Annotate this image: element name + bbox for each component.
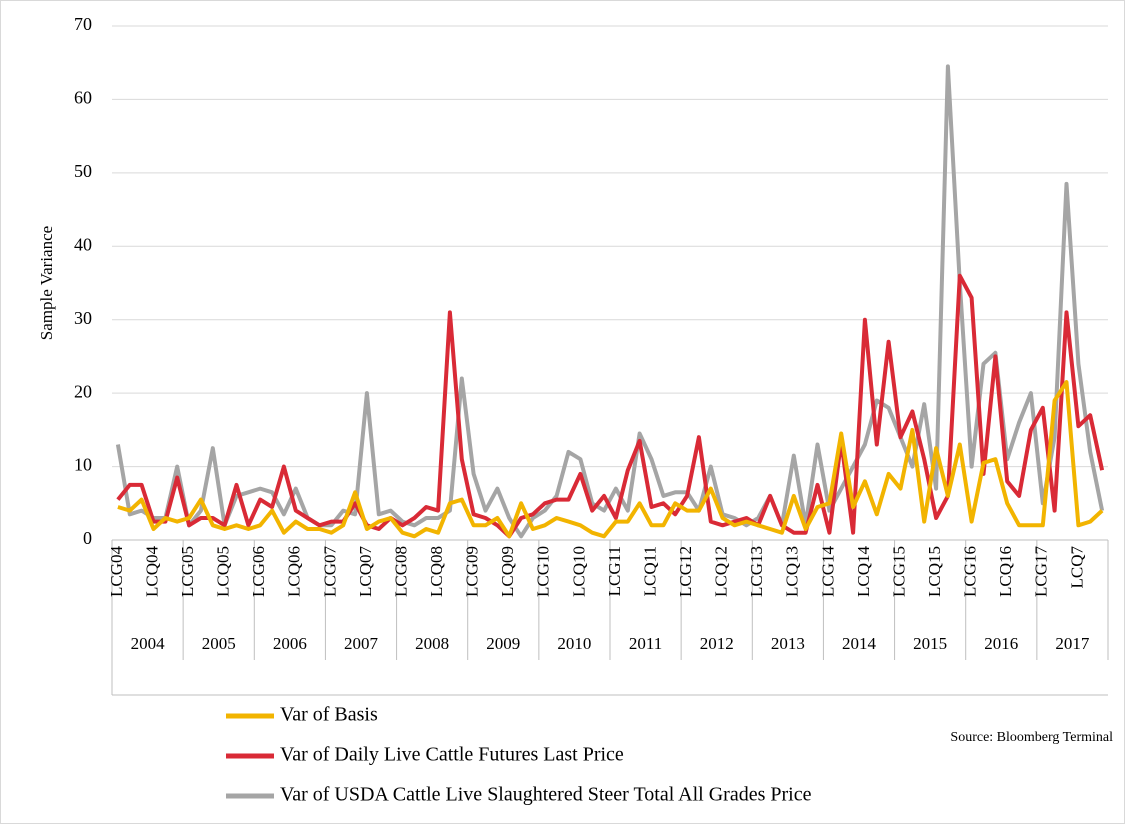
x-tick-label: LCQ14 xyxy=(854,546,873,598)
x-tick-label: LCG05 xyxy=(178,546,197,597)
x-tick-label: LCG11 xyxy=(605,546,624,596)
x-tick-label: LCQ13 xyxy=(783,546,802,597)
legend-label: Var of Basis xyxy=(280,704,378,726)
group-label: 2015 xyxy=(913,634,947,653)
series-line xyxy=(115,64,1105,539)
x-tick-label: LCQ16 xyxy=(996,546,1015,597)
group-label: 2013 xyxy=(771,634,805,653)
group-label: 2007 xyxy=(344,634,379,653)
x-tick-label: LCQ7 xyxy=(1067,546,1086,589)
x-tick-label: LCQ04 xyxy=(142,546,161,598)
x-tick-label: LCQ09 xyxy=(498,546,517,597)
legend-label: Var of Daily Live Cattle Futures Last Pr… xyxy=(280,744,624,766)
group-label: 2010 xyxy=(557,634,591,653)
y-tick-label: 40 xyxy=(74,234,92,254)
x-tick-label: LCQ06 xyxy=(285,546,304,597)
x-tick-label: LCG17 xyxy=(1032,546,1051,598)
x-tick-label: LCQ05 xyxy=(214,546,233,597)
x-tick-label: LCG09 xyxy=(463,546,482,597)
source-note: Source: Bloomberg Terminal xyxy=(950,730,1113,745)
y-axis-label: Sample Variance xyxy=(37,226,56,340)
x-tick-label: LCG16 xyxy=(961,546,980,597)
x-tick-label: LCQ15 xyxy=(925,546,944,597)
y-tick-label: 20 xyxy=(74,381,92,401)
group-label: 2011 xyxy=(629,634,662,653)
group-label: 2012 xyxy=(700,634,734,653)
series-line xyxy=(116,273,1105,539)
x-tick-label: LCQ11 xyxy=(640,546,659,596)
x-tick-label: LCQ12 xyxy=(712,546,731,597)
group-label: 2006 xyxy=(273,634,307,653)
group-label: 2004 xyxy=(131,634,166,653)
group-label: 2009 xyxy=(486,634,520,653)
x-tick-label: LCQ07 xyxy=(356,546,375,598)
y-tick-label: 60 xyxy=(74,88,92,108)
y-tick-label: 30 xyxy=(74,308,92,328)
x-tick-label: LCQ08 xyxy=(427,546,446,597)
group-label: 2008 xyxy=(415,634,449,653)
x-tick-label: LCG13 xyxy=(747,546,766,597)
y-tick-label: 10 xyxy=(74,455,92,475)
group-label: 2014 xyxy=(842,634,877,653)
y-tick-label: 70 xyxy=(74,14,92,34)
y-tick-label: 50 xyxy=(74,161,92,181)
x-tick-label: LCG08 xyxy=(391,546,410,597)
group-label: 2017 xyxy=(1055,634,1090,653)
series-line xyxy=(117,380,1104,539)
x-tick-label: LCG07 xyxy=(320,546,339,598)
x-tick-label: LCG15 xyxy=(889,546,908,597)
x-tick-label: LCG06 xyxy=(249,546,268,597)
legend-label: Var of USDA Cattle Live Slaughtered Stee… xyxy=(280,784,812,806)
group-label: 2005 xyxy=(202,634,236,653)
x-tick-label: LCG12 xyxy=(676,546,695,597)
group-label: 2016 xyxy=(984,634,1018,653)
x-tick-label: LCG04 xyxy=(107,546,126,598)
x-tick-label: LCG14 xyxy=(818,546,837,598)
y-tick-label: 0 xyxy=(83,528,92,548)
x-tick-label: LCQ10 xyxy=(569,546,588,597)
x-tick-label: LCG10 xyxy=(534,546,553,597)
